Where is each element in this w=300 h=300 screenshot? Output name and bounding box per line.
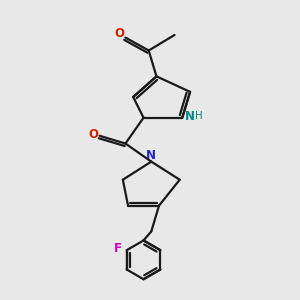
Text: N: N (146, 149, 156, 162)
Text: F: F (114, 242, 122, 255)
Text: N: N (185, 110, 195, 123)
Text: O: O (88, 128, 98, 141)
Text: O: O (114, 27, 124, 40)
Text: H: H (195, 111, 203, 122)
